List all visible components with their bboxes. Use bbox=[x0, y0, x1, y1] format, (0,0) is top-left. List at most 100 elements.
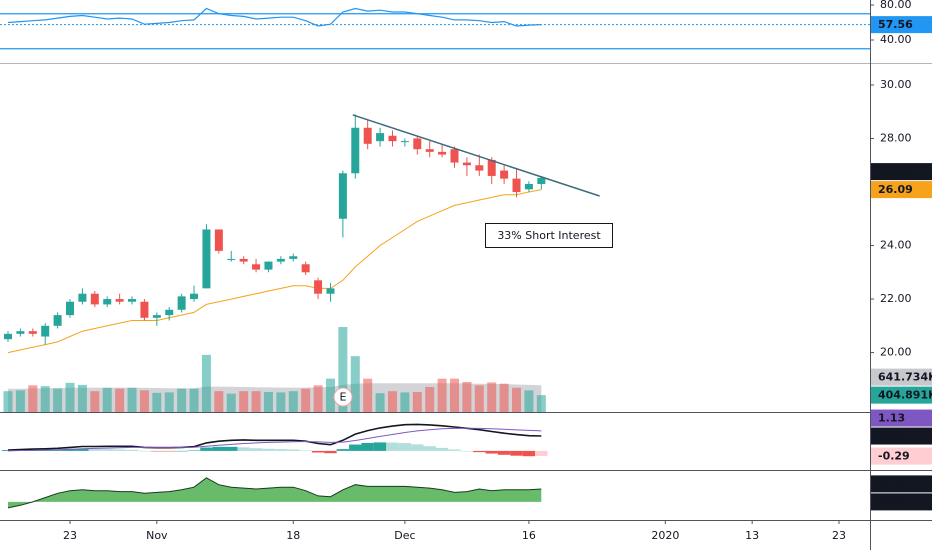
price-tag-label: -0.29 bbox=[878, 450, 910, 463]
volume-bar bbox=[65, 382, 75, 412]
x-tick-label: Nov bbox=[146, 529, 168, 542]
price-tag-label: 0.84 bbox=[878, 430, 905, 443]
histogram-bar bbox=[163, 450, 176, 452]
price-tag-label: 404.891K bbox=[878, 389, 932, 402]
histogram-bar bbox=[535, 450, 548, 457]
price-tag-label: 26.53 bbox=[878, 165, 913, 178]
price-tag bbox=[871, 181, 932, 199]
volume-bar bbox=[226, 393, 236, 412]
y-tick-label: 40.00 bbox=[880, 33, 912, 46]
volume-bar bbox=[313, 385, 323, 412]
candle-body bbox=[512, 178, 521, 193]
price-tag-label: 57.56 bbox=[878, 18, 913, 31]
price-tag-label: 0.00 bbox=[878, 495, 905, 508]
earnings-label: E bbox=[340, 391, 347, 404]
histogram-bar bbox=[175, 450, 188, 452]
volume-bar bbox=[400, 392, 410, 412]
volume-bar bbox=[77, 384, 87, 412]
candle-body bbox=[66, 301, 75, 316]
x-tick-label: 13 bbox=[745, 529, 759, 542]
annotation: 33% Short Interest bbox=[497, 229, 601, 242]
annotation-box bbox=[485, 223, 613, 248]
candle-body bbox=[103, 299, 112, 305]
y-tick-label: 80.00 bbox=[880, 0, 912, 11]
candle-body bbox=[239, 258, 248, 262]
histogram-bar bbox=[361, 442, 374, 451]
volume-bar bbox=[3, 391, 13, 412]
volume-bar bbox=[499, 383, 509, 412]
histogram-bar bbox=[249, 448, 263, 451]
histogram-bar bbox=[200, 447, 213, 451]
volume-bar bbox=[90, 391, 100, 412]
histogram-bar bbox=[448, 449, 461, 451]
volume-bar bbox=[288, 391, 298, 412]
histogram-bar bbox=[311, 450, 325, 453]
candle-body bbox=[78, 293, 87, 302]
candle-body bbox=[140, 301, 149, 318]
volume-bar bbox=[214, 391, 224, 412]
candle-body bbox=[90, 293, 99, 305]
candle-body bbox=[190, 293, 199, 300]
volume-bar bbox=[189, 388, 199, 412]
price-tag-label: 1.13 bbox=[878, 412, 905, 425]
volume-bar bbox=[524, 390, 534, 412]
volume-bar bbox=[40, 386, 50, 412]
candle-body bbox=[388, 135, 397, 142]
histogram-bar bbox=[287, 449, 300, 451]
histogram-bar bbox=[324, 450, 337, 454]
histogram-bar bbox=[212, 446, 226, 451]
histogram-bar bbox=[336, 449, 350, 451]
price-tag-label: 0.15 bbox=[878, 477, 905, 490]
volume-bar bbox=[412, 392, 422, 412]
volume-bar bbox=[139, 390, 149, 412]
histogram-bar bbox=[510, 450, 523, 456]
volume-bar bbox=[177, 388, 187, 412]
candle-body bbox=[475, 165, 484, 171]
histogram-bar bbox=[101, 449, 114, 451]
candle-body bbox=[524, 183, 533, 190]
candle-body bbox=[363, 127, 372, 144]
candle-body bbox=[487, 159, 496, 176]
candle-body bbox=[314, 280, 323, 294]
candle-body bbox=[252, 264, 261, 270]
histogram-bar bbox=[125, 449, 139, 451]
price-tag-label: 641.734K bbox=[878, 371, 932, 384]
rsi-line bbox=[7, 7, 542, 27]
candle-body bbox=[202, 229, 211, 289]
volume-bar bbox=[201, 354, 211, 412]
volume-bar bbox=[276, 392, 286, 412]
candle-body bbox=[462, 162, 471, 166]
price-tag bbox=[871, 493, 932, 511]
candle-body bbox=[537, 177, 546, 184]
x-tick-label: 2020 bbox=[651, 529, 679, 542]
volume-bar bbox=[474, 385, 484, 412]
histogram-bar bbox=[274, 449, 288, 451]
volume-bar bbox=[251, 391, 261, 412]
volume-bar bbox=[325, 378, 335, 412]
y-tick-label: 22.00 bbox=[880, 292, 912, 305]
histogram-bar bbox=[150, 450, 164, 452]
histogram-bar bbox=[497, 450, 511, 455]
price-tag bbox=[871, 427, 932, 445]
candle-body bbox=[128, 299, 137, 302]
volume-bar bbox=[338, 327, 348, 412]
volume-bar bbox=[536, 395, 546, 412]
volume-bar bbox=[28, 385, 38, 412]
candle-body bbox=[425, 149, 434, 152]
histogram-bar bbox=[423, 446, 436, 451]
candle-body bbox=[227, 258, 236, 260]
macd-line bbox=[7, 427, 542, 452]
y-tick-label: 28.00 bbox=[880, 131, 912, 144]
histogram-bar bbox=[473, 450, 486, 453]
x-tick-label: 18 bbox=[286, 529, 300, 542]
volume-bar bbox=[350, 356, 360, 412]
histogram-bar bbox=[373, 442, 387, 451]
histogram-bar bbox=[411, 444, 424, 451]
candle-body bbox=[276, 258, 285, 262]
candle-body bbox=[338, 173, 347, 219]
earnings-marker bbox=[333, 387, 353, 407]
histogram-bar bbox=[237, 447, 250, 451]
histogram-bar bbox=[435, 447, 449, 451]
volume-bar bbox=[375, 393, 385, 412]
